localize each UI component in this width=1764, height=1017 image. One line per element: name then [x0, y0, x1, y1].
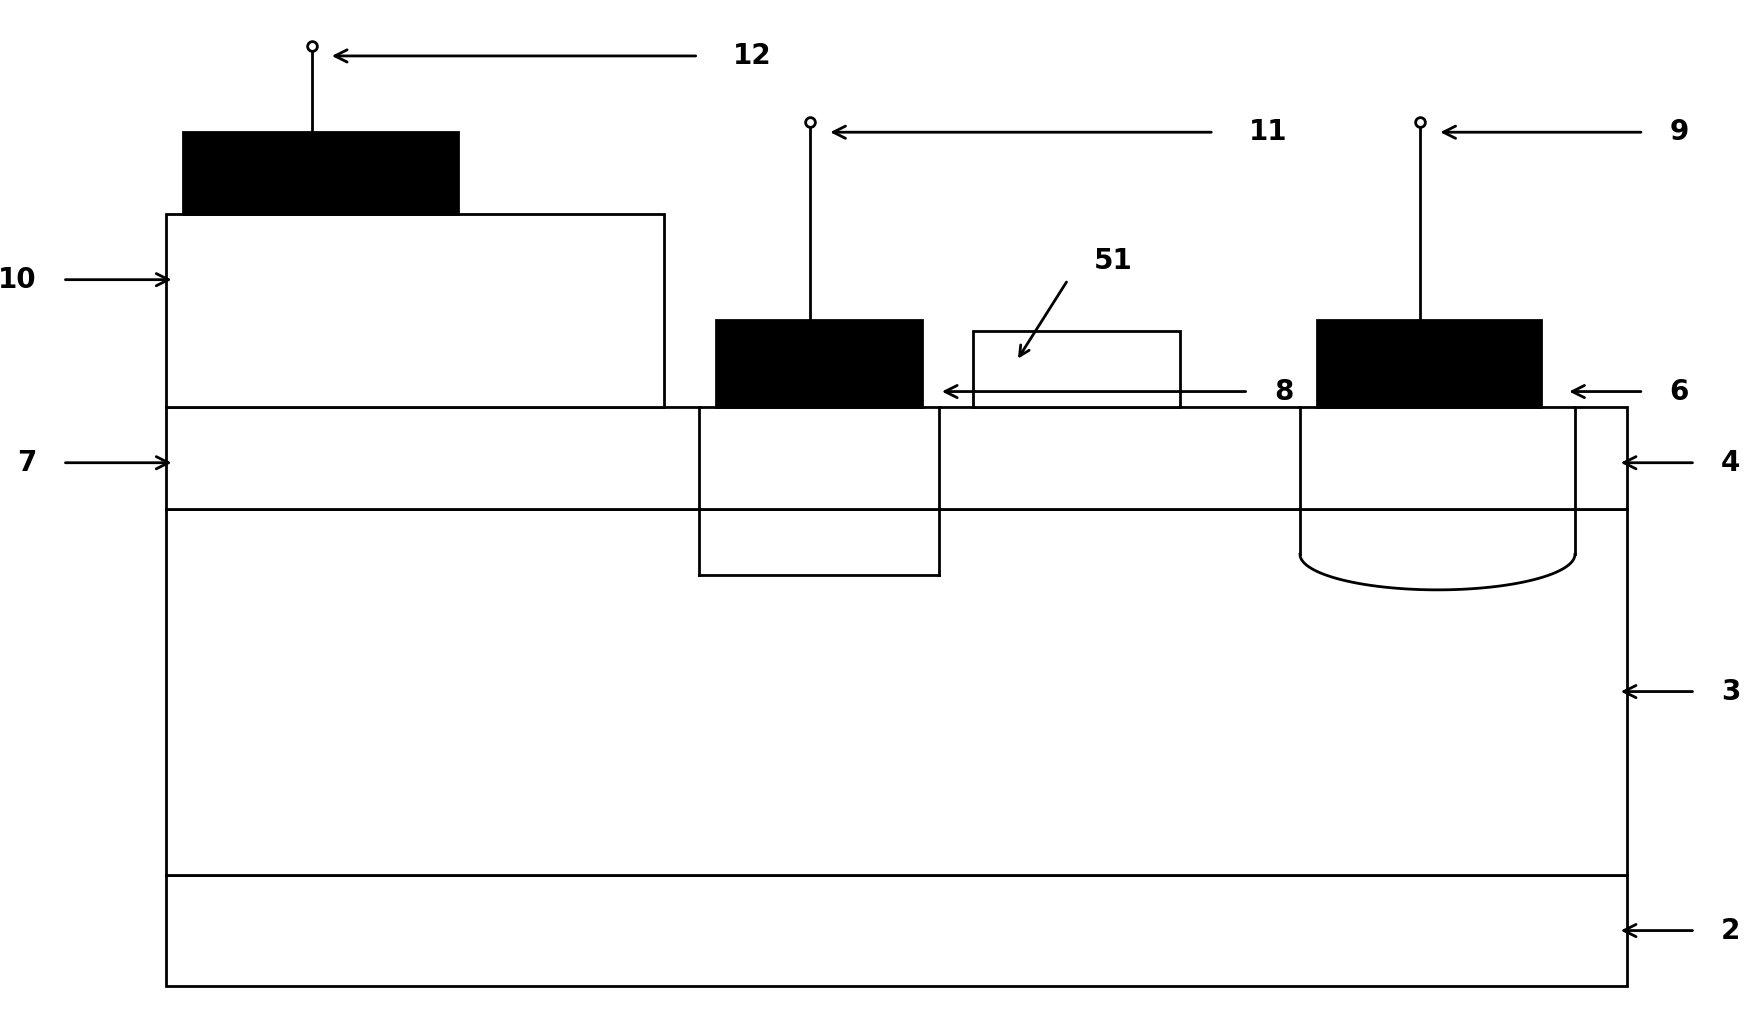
Text: 4: 4: [1722, 448, 1741, 477]
Bar: [166, 407, 1626, 508]
Bar: [166, 508, 1626, 875]
Text: 7: 7: [18, 448, 37, 477]
Text: 12: 12: [732, 42, 771, 70]
Bar: [716, 320, 923, 407]
Text: 8: 8: [1274, 377, 1293, 406]
Text: 2: 2: [1722, 916, 1741, 945]
Text: 3: 3: [1722, 677, 1741, 706]
Bar: [166, 214, 663, 407]
Bar: [183, 132, 459, 214]
Text: 6: 6: [1669, 377, 1688, 406]
Bar: [974, 331, 1180, 407]
Text: 51: 51: [1094, 246, 1132, 275]
Text: 10: 10: [0, 265, 37, 294]
Text: 11: 11: [1249, 118, 1288, 146]
Bar: [1318, 320, 1540, 407]
Text: 9: 9: [1669, 118, 1688, 146]
Bar: [166, 875, 1626, 986]
